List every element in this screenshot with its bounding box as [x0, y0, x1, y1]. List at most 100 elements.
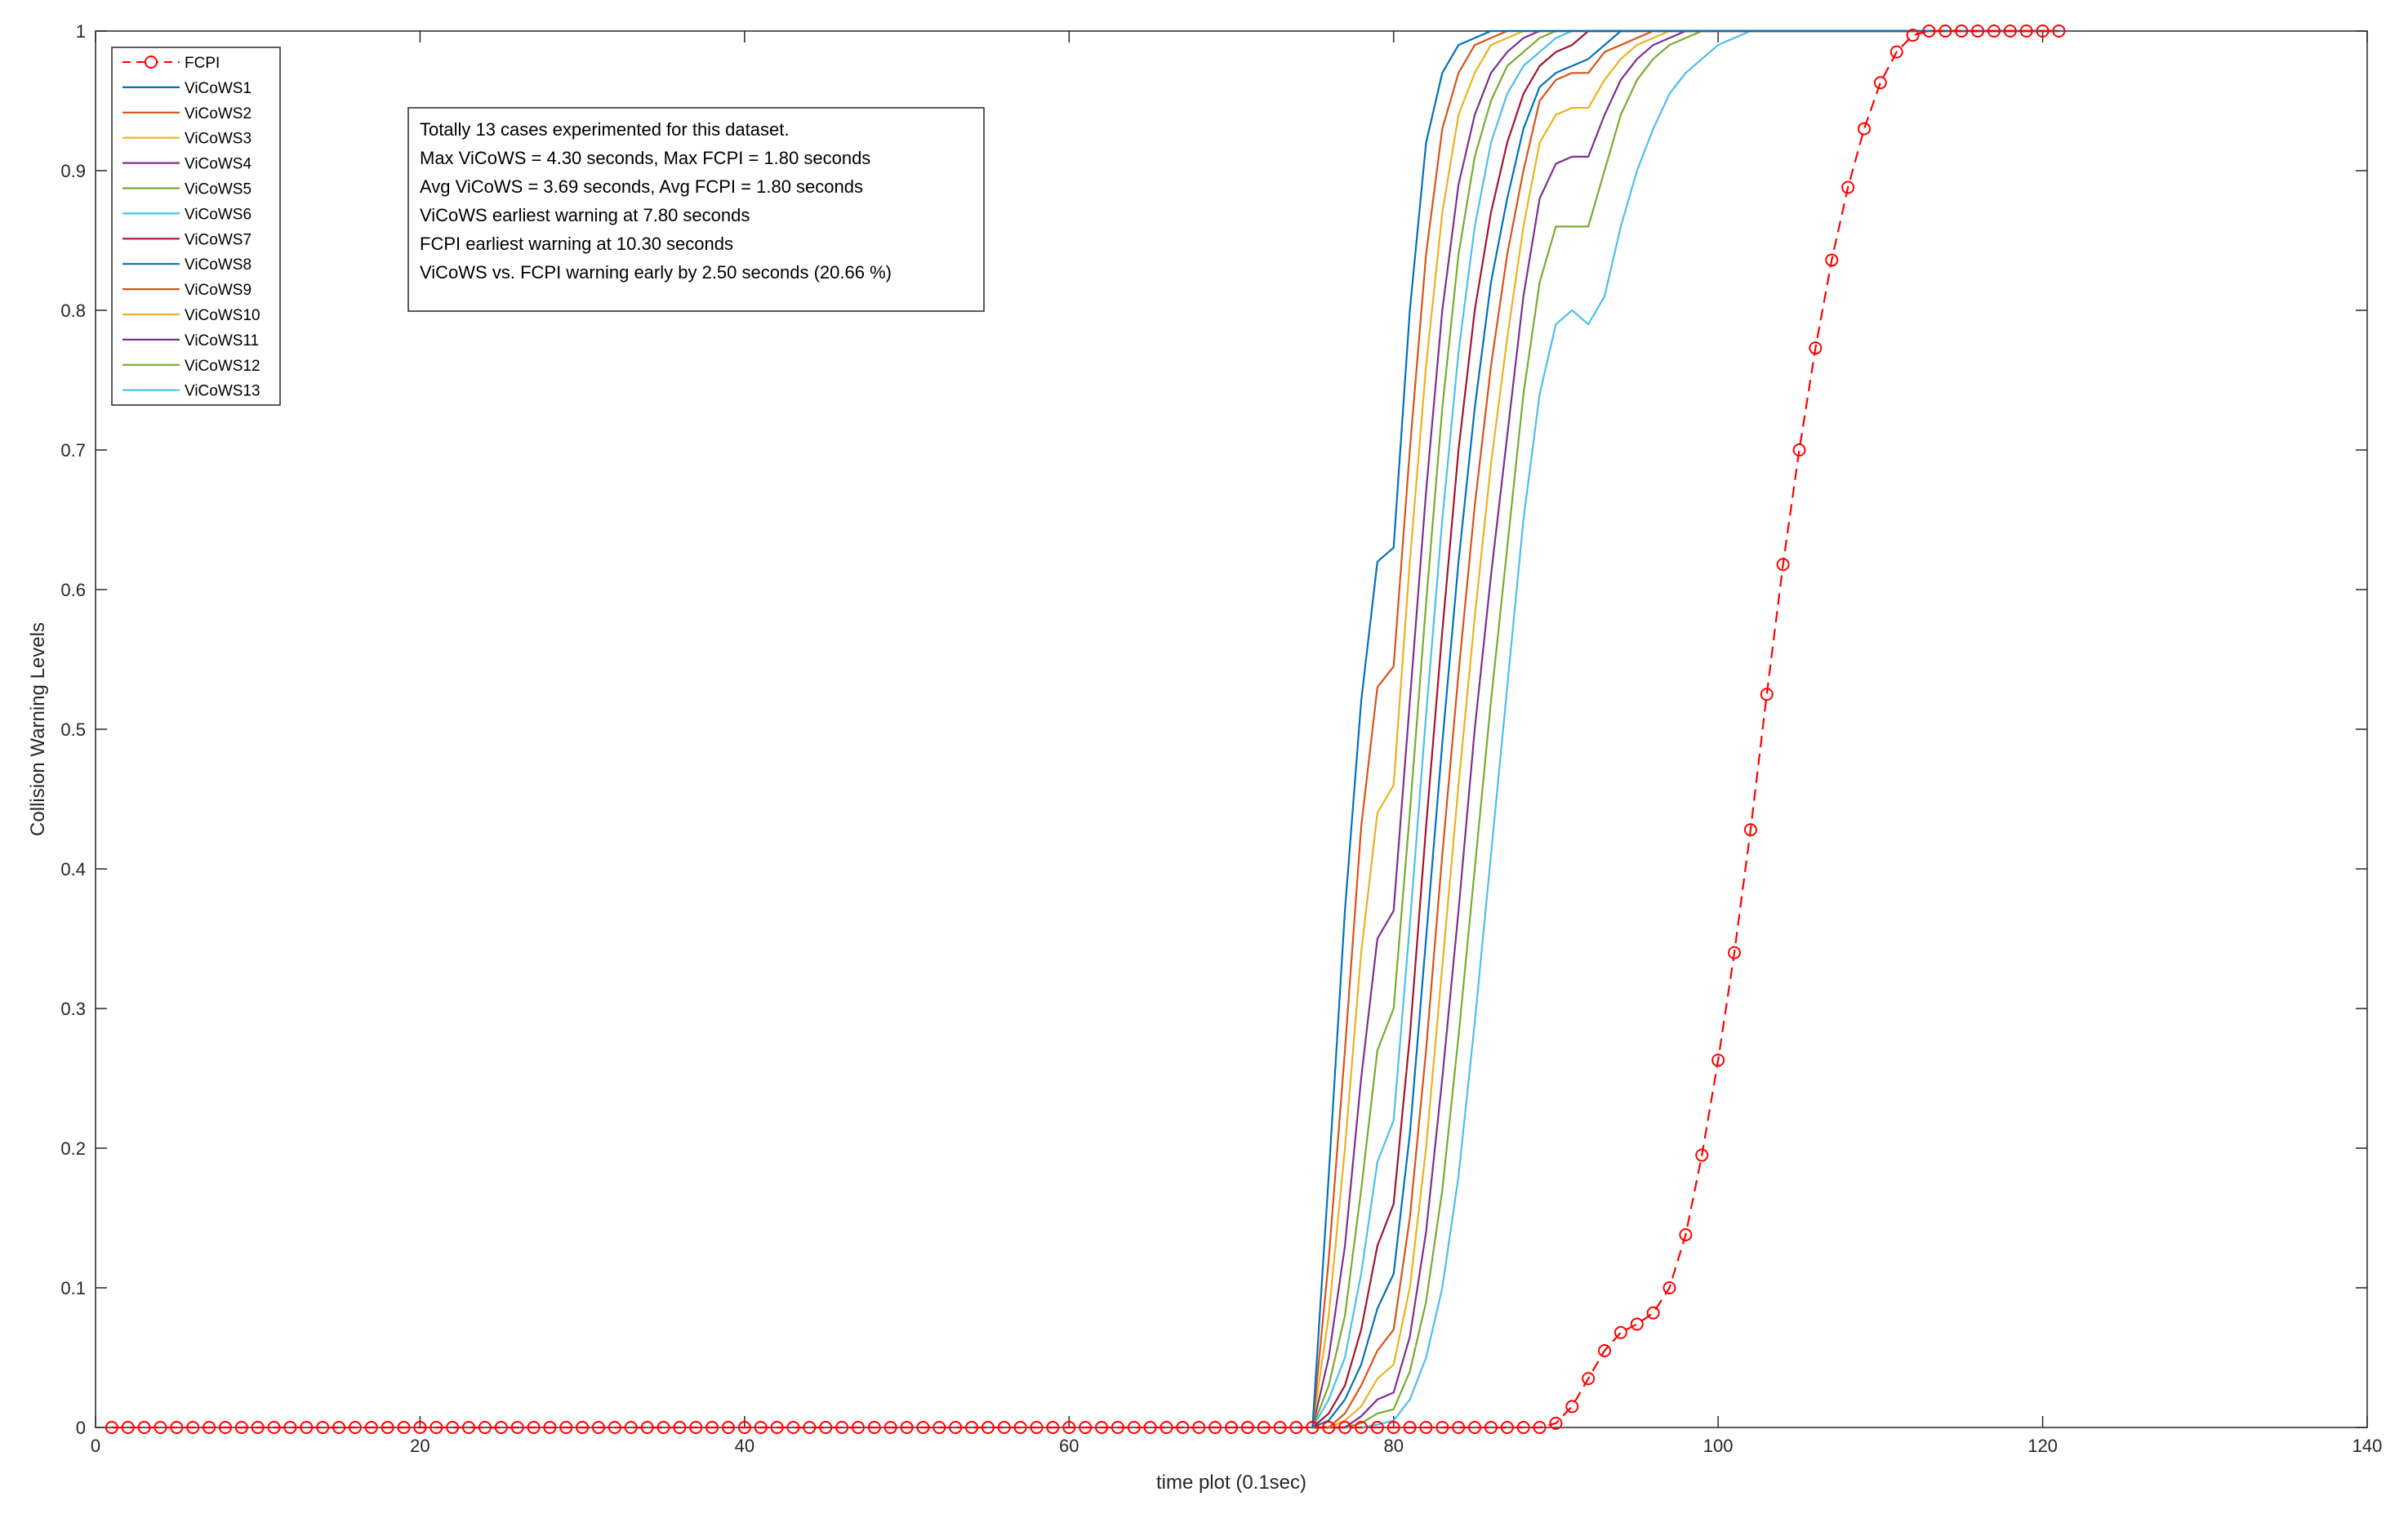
fcpi-marker	[689, 1421, 703, 1434]
fcpi-marker	[1955, 24, 1969, 38]
fcpi-marker	[867, 1421, 881, 1434]
legend-label: ViCoWS9	[185, 282, 251, 299]
fcpi-marker	[1111, 1421, 1124, 1434]
fcpi-marker	[348, 1421, 362, 1434]
annotation-line-4: ViCoWS earliest warning at 7.80 seconds	[420, 205, 750, 225]
fcpi-marker	[1419, 1421, 1433, 1434]
legend-box	[111, 47, 281, 406]
fcpi-marker	[121, 1421, 135, 1434]
fcpi-marker	[1322, 1421, 1336, 1434]
x-axis: 0 20 40 60 80 100 120 140	[91, 31, 2382, 1456]
fcpi-marker	[1192, 1421, 1206, 1434]
legend-label: ViCoWS2	[185, 105, 251, 122]
fcpi-marker	[640, 1421, 654, 1434]
fcpi-marker	[137, 1421, 151, 1434]
legend-label: ViCoWS11	[185, 332, 259, 350]
fcpi-marker	[884, 1421, 897, 1434]
y-tick-label: 0.4	[60, 859, 86, 880]
fcpi-marker	[1062, 1421, 1076, 1434]
fcpi-marker	[2003, 24, 2017, 38]
fcpi-marker	[1386, 1421, 1400, 1434]
fcpi-marker	[251, 1421, 265, 1434]
fcpi-marker	[1273, 1421, 1287, 1434]
fcpi-marker	[1728, 946, 1742, 960]
y-tick-label: 0.7	[60, 440, 86, 461]
legend-entry-vicows2: ViCoWS2	[122, 105, 251, 122]
legend-label: ViCoWS13	[185, 383, 260, 400]
y-tick-label: 0.3	[60, 999, 86, 1019]
annotation-frame	[407, 107, 985, 312]
annotation-line-6: ViCoWS vs. FCPI warning early by 2.50 se…	[420, 262, 892, 283]
series-line-vicows6	[1311, 29, 2059, 1428]
x-tick-label: 0	[91, 1436, 100, 1456]
fcpi-marker	[705, 1421, 719, 1434]
fcpi-marker	[105, 1421, 118, 1434]
fcpi-marker	[1598, 1343, 1612, 1357]
fcpi-marker	[1549, 1416, 1563, 1430]
fcpi-marker	[1289, 1421, 1303, 1434]
fcpi-marker	[1354, 1421, 1368, 1434]
fcpi-marker	[218, 1421, 232, 1434]
fcpi-marker	[1906, 29, 1920, 42]
fcpi-marker	[2052, 24, 2066, 38]
legend-label: ViCoWS3	[185, 131, 251, 148]
fcpi-marker	[1662, 1281, 1676, 1294]
legend-entry-vicows9: ViCoWS9	[122, 282, 251, 299]
legend: FCPI ViCoWS1 ViCoWS2 ViCoWS3 ViCoWS4 ViCoWS5 V…	[111, 47, 281, 406]
fcpi-marker	[1711, 1053, 1725, 1067]
fcpi-marker	[1403, 1421, 1417, 1434]
x-tick-label: 120	[2027, 1436, 2058, 1456]
series-line-vicows13	[1312, 29, 2059, 1429]
legend-label: ViCoWS1	[185, 80, 251, 97]
annotation-line-3: Avg ViCoWS = 3.69 seconds, Avg FCPI = 1.…	[420, 176, 863, 197]
fcpi-marker	[1792, 443, 1806, 456]
fcpi-marker	[1922, 24, 1936, 38]
fcpi-marker	[786, 1421, 800, 1434]
annotation-line-2: Max ViCoWS = 4.30 seconds, Max FCPI = 1.…	[420, 148, 870, 168]
series-line-vicows5	[1311, 29, 2059, 1428]
fcpi-marker	[965, 1421, 979, 1434]
series-line-vicows9	[1312, 29, 2059, 1429]
legend-entry-fcpi: FCPI	[122, 55, 220, 72]
fcpi-marker	[592, 1421, 606, 1434]
fcpi-marker	[430, 1421, 443, 1434]
fcpi-marker	[1143, 1421, 1157, 1434]
fcpi-marker	[332, 1421, 346, 1434]
y-tick-label: 1	[76, 21, 86, 42]
series-line-vicows2	[1311, 29, 2059, 1428]
fcpi-marker	[1987, 24, 2001, 38]
y-axis-label: Collision Warning Levels	[27, 622, 49, 836]
legend-entry-vicows8: ViCoWS8	[122, 256, 251, 274]
fcpi-marker	[462, 1421, 476, 1434]
x-tick-label: 20	[410, 1436, 430, 1456]
fcpi-marker	[413, 1421, 427, 1434]
series-line-vicows3	[1311, 29, 2059, 1428]
series-line-vicows4	[1311, 29, 2059, 1428]
fcpi-marker	[1857, 122, 1871, 136]
fcpi-marker	[1582, 1372, 1596, 1386]
series-line-vicows8	[1311, 29, 2059, 1429]
fcpi-marker	[819, 1421, 833, 1434]
y-tick-label: 0.2	[60, 1138, 86, 1159]
legend-label: ViCoWS5	[185, 181, 251, 198]
legend-label: ViCoWS7	[185, 231, 251, 248]
fcpi-marker	[1743, 823, 1757, 837]
fcpi-marker	[1825, 253, 1839, 267]
fcpi-marker	[364, 1421, 378, 1434]
fcpi-marker	[1938, 24, 1952, 38]
fcpi-marker	[1565, 1400, 1579, 1414]
fcpi-marker	[1159, 1421, 1173, 1434]
fcpi-marker	[1516, 1421, 1530, 1434]
fcpi-marker	[624, 1421, 638, 1434]
fcpi-marker	[2019, 24, 2033, 38]
series-line-vicows12	[1312, 29, 2059, 1429]
fcpi-marker	[1176, 1421, 1190, 1434]
y-tick-label: 0.1	[60, 1278, 86, 1298]
fcpi-marker	[997, 1421, 1011, 1434]
fcpi-marker	[657, 1421, 670, 1434]
fcpi-marker	[1257, 1421, 1271, 1434]
fcpi-marker	[1809, 341, 1823, 355]
legend-label: FCPI	[185, 55, 220, 72]
fcpi-marker	[1452, 1421, 1466, 1434]
